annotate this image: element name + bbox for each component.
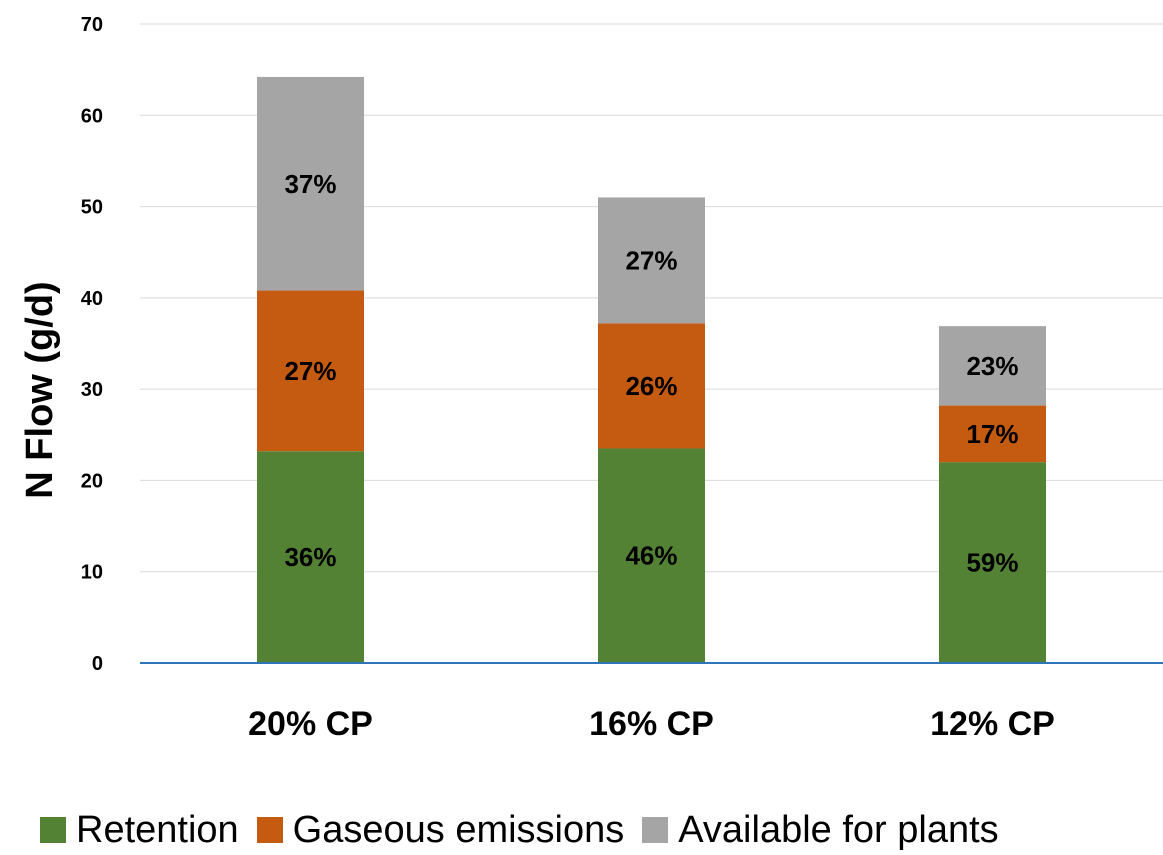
legend-label: Gaseous emissions [292, 808, 625, 851]
legend: Retention Gaseous emissions Available for … [40, 805, 1017, 855]
data-label: 37% [284, 169, 336, 199]
bar-segment [257, 451, 364, 663]
bar-segment [598, 197, 705, 324]
y-axis-title: N Flow (g/d) [19, 281, 61, 498]
legend-label: Retention [76, 808, 239, 851]
legend-swatch [642, 817, 669, 843]
y-tick-label: 0 [92, 653, 103, 675]
data-label: 46% [625, 541, 677, 571]
chart: 0 10 20 30 40 50 60 70 36% 27% 37% 46% 26% 27% 59% 17%… [19, 14, 1163, 743]
bar-segment [939, 326, 1046, 406]
bars: 36% 27% 37% 46% 26% 27% 59% 17% 23% [257, 76, 1046, 663]
bar-segment [257, 290, 364, 452]
y-tick-label: 10 [81, 562, 103, 584]
x-category-label: 16% CP [589, 705, 714, 743]
bar-segment [257, 76, 364, 291]
bar-segment [598, 448, 705, 663]
y-tick-label: 70 [81, 14, 103, 36]
legend-item: Gaseous emissions [256, 808, 625, 852]
data-label: 26% [625, 371, 677, 401]
legend-item: Available for plants [642, 808, 999, 852]
data-label: 27% [625, 245, 677, 275]
legend-item: Retention [40, 809, 239, 852]
x-category-label: 20% CP [248, 705, 373, 743]
y-tick-label: 20 [81, 470, 103, 492]
x-axis-category-labels: 20% CP 16% CP 12% CP [248, 705, 1055, 743]
legend-label: Available for plants [678, 808, 999, 851]
bar-segment [598, 323, 705, 449]
y-tick-label: 40 [81, 288, 103, 310]
data-label: 23% [966, 351, 1018, 381]
data-label: 36% [284, 542, 336, 572]
legend-swatch [40, 817, 66, 843]
legend-swatch [256, 817, 283, 843]
y-tick-label: 50 [81, 197, 103, 219]
data-label: 59% [966, 548, 1018, 578]
x-category-label: 12% CP [930, 705, 1055, 743]
bar-segment [939, 405, 1046, 463]
data-label: 27% [284, 356, 336, 386]
data-label: 17% [966, 419, 1018, 449]
y-tick-label: 30 [81, 379, 103, 401]
y-axis-tick-labels: 0 10 20 30 40 50 60 70 [81, 14, 103, 675]
y-tick-label: 60 [81, 105, 103, 127]
bar-segment [939, 462, 1046, 663]
